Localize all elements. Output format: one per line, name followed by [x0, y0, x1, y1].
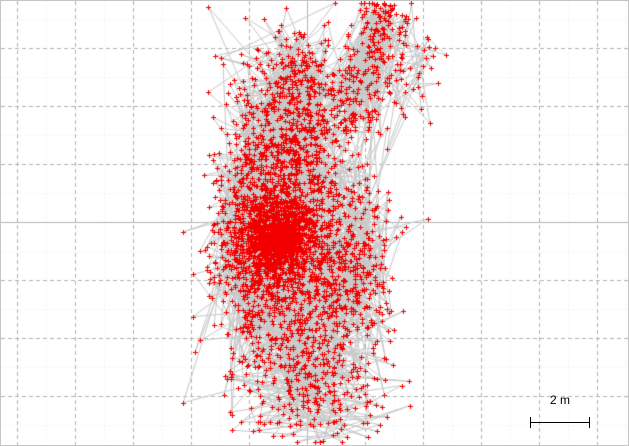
- scale-bar-label: 2 m: [549, 393, 570, 407]
- scale-bar-line: [530, 417, 590, 428]
- scale-bar: 2 m: [530, 393, 590, 428]
